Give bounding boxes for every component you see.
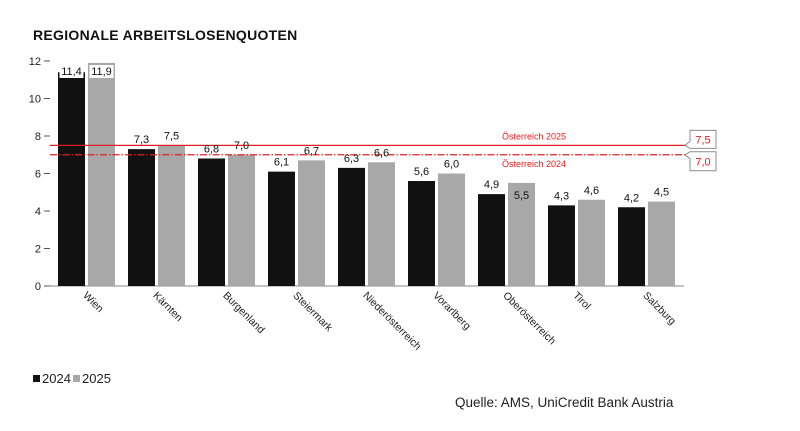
y-tick-label-12: 12 bbox=[29, 56, 41, 68]
bar-oberoesterreich-2025 bbox=[508, 182, 535, 286]
data-label-burgenland-2025: 7,0 bbox=[234, 140, 249, 152]
y-tick-label-10: 10 bbox=[29, 94, 41, 106]
bar-niederoesterreich-2025 bbox=[368, 162, 395, 286]
bar-steiermark-2024 bbox=[268, 171, 295, 286]
legend: 2024 2025 bbox=[33, 371, 111, 386]
reference-callout-box-oesterreich-2024 bbox=[684, 151, 717, 172]
chart-title: REGIONALE ARBEITSLOSENQUOTEN bbox=[33, 27, 298, 43]
data-label-wien-2024: 11,4 bbox=[61, 66, 82, 78]
y-tick-label-2: 2 bbox=[35, 244, 41, 256]
bar-burgenland-2024 bbox=[198, 158, 225, 286]
data-label-kaernten-2025: 7,5 bbox=[164, 130, 179, 142]
y-tick-label-8: 8 bbox=[35, 131, 41, 143]
bar-niederoesterreich-2024 bbox=[338, 167, 365, 286]
bar-wien-2024 bbox=[58, 72, 85, 286]
bars bbox=[58, 62, 675, 286]
data-label-oberoesterreich-2025: 5,5 bbox=[514, 190, 529, 202]
reference-callout-box-oesterreich-2025 bbox=[684, 129, 717, 149]
data-label-steiermark-2024: 6,1 bbox=[274, 157, 289, 169]
reference-label-oesterreich-2024: Österreich 2024 bbox=[502, 159, 566, 169]
bar-oberoesterreich-2024 bbox=[478, 194, 505, 286]
data-label-salzburg-2024: 4,2 bbox=[624, 192, 639, 204]
reference-callouts: Österreich 2025 7,5 Österreich 2024 7,0 bbox=[502, 129, 717, 172]
data-labels: 11,4 11,9 7,3 7,5 6,8 7,0 6,1 6,7 6,3 6,6 5,6 6,0 4,… bbox=[59, 65, 669, 204]
legend-label-2024: 2024 bbox=[42, 371, 71, 386]
data-label-background bbox=[89, 65, 114, 78]
data-label-oberoesterreich-2024: 4,9 bbox=[484, 179, 499, 191]
y-tick-label-6: 6 bbox=[35, 169, 41, 181]
data-label-steiermark-2025: 6,7 bbox=[304, 145, 319, 157]
bar-wien-2025 bbox=[88, 62, 115, 286]
bar-tirol-2024 bbox=[548, 205, 575, 286]
data-label-niederoesterreich-2025: 6,6 bbox=[374, 147, 389, 159]
data-label-wien-2025: 11,9 bbox=[91, 66, 112, 78]
y-tick-label-0: 0 bbox=[35, 281, 41, 293]
reference-label-oesterreich-2025: Österreich 2025 bbox=[502, 131, 566, 141]
data-label-background bbox=[59, 65, 84, 78]
bar-kaernten-2024 bbox=[128, 149, 155, 286]
data-label-vorarlberg-2025: 6,0 bbox=[444, 159, 459, 171]
data-label-tirol-2025: 4,6 bbox=[584, 185, 599, 197]
bar-salzburg-2024 bbox=[618, 207, 645, 286]
reference-callout-value-oesterreich-2024: 7,0 bbox=[695, 156, 710, 168]
data-label-burgenland-2024: 6,8 bbox=[204, 144, 219, 156]
source-note: Quelle: AMS, UniCredit Bank Austria bbox=[455, 395, 674, 410]
data-label-kaernten-2024: 7,3 bbox=[134, 134, 149, 146]
y-tick-label-4: 4 bbox=[35, 206, 41, 218]
legend-swatch-2025 bbox=[73, 375, 80, 382]
reference-callout-value-oesterreich-2025: 7,5 bbox=[695, 134, 710, 146]
bar-kaernten-2025 bbox=[158, 145, 185, 286]
reference-lines bbox=[50, 144, 686, 156]
data-label-niederoesterreich-2024: 6,3 bbox=[344, 153, 359, 165]
bar-salzburg-2025 bbox=[648, 201, 675, 286]
bar-tirol-2025 bbox=[578, 199, 605, 286]
legend-swatch-2024 bbox=[33, 375, 40, 382]
legend-label-2025: 2025 bbox=[82, 371, 111, 386]
data-label-vorarlberg-2024: 5,6 bbox=[414, 166, 429, 178]
bar-vorarlberg-2025 bbox=[438, 173, 465, 286]
y-axis: 0 2 4 6 8 10 12 bbox=[29, 56, 50, 293]
data-label-tirol-2024: 4,3 bbox=[554, 190, 569, 202]
bar-vorarlberg-2024 bbox=[408, 181, 435, 286]
bar-steiermark-2025 bbox=[298, 160, 325, 286]
bar-burgenland-2025 bbox=[228, 154, 255, 286]
data-label-salzburg-2025: 4,5 bbox=[654, 187, 669, 199]
